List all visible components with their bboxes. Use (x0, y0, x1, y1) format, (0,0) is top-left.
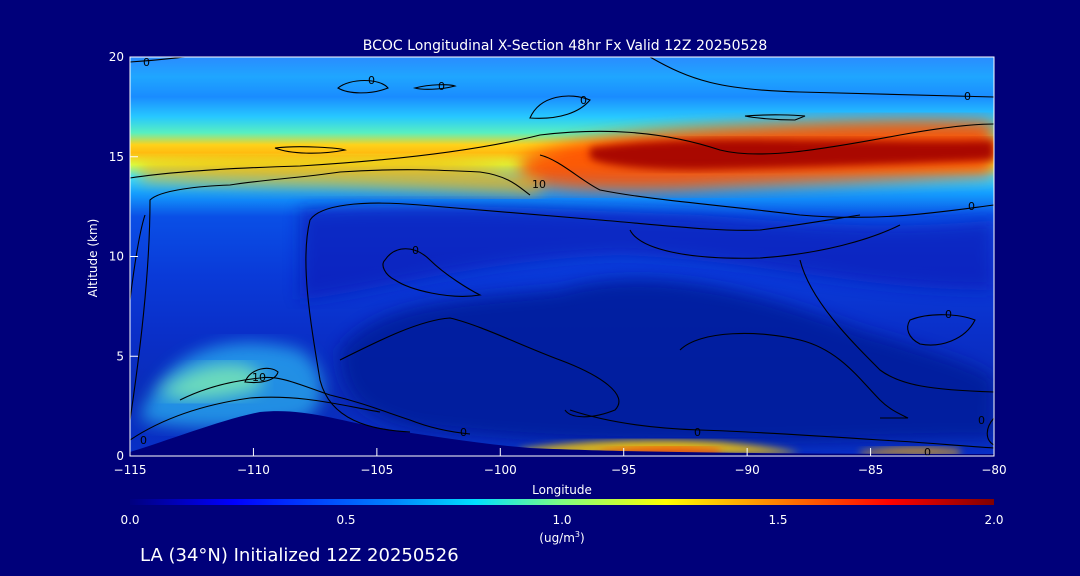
x-tick-label: −90 (734, 463, 759, 477)
y-tick-label: 5 (116, 349, 124, 363)
contour-label: 0 (140, 434, 147, 447)
contour-label: 10 (252, 371, 266, 384)
contour-label: 0 (143, 56, 150, 69)
colorbar-units-superscript: 3 (575, 530, 580, 539)
x-tick-label: −85 (858, 463, 883, 477)
low-concentration-region (340, 279, 994, 445)
chart-title: BCOC Longitudinal X-Section 48hr Fx Vali… (363, 38, 767, 54)
terrain (130, 411, 994, 456)
y-tick-label: 15 (109, 150, 124, 164)
contour-label-group: 0 0 0 0 0 0 0 0 0 0 10 10 0 0 0 (140, 56, 985, 459)
colorbar-units-text: (ug/m (539, 531, 575, 545)
colorbar-tick-label: 0.5 (336, 513, 355, 527)
y-axis: 0 5 10 15 20 (109, 50, 138, 463)
x-axis-label: Longitude (532, 483, 592, 497)
x-tick-label: −80 (981, 463, 1006, 477)
x-tick-label: −110 (237, 463, 270, 477)
colorbar (130, 499, 994, 505)
contour-label: 10 (532, 178, 546, 191)
y-tick-label: 10 (109, 250, 124, 264)
surface-plume-east (860, 447, 960, 455)
x-tick-label: −115 (114, 463, 147, 477)
plot-area: 0 0 0 0 0 0 0 0 0 0 10 10 0 0 0 (130, 56, 994, 459)
contour-label: 0 (978, 414, 985, 427)
colorbar-ticks: 0.0 0.5 1.0 1.5 2.0 (120, 513, 1003, 527)
x-tick-label: −100 (484, 463, 517, 477)
colorbar-tick-label: 1.5 (768, 513, 787, 527)
contour-label: 0 (438, 80, 445, 93)
contour-label: 0 (945, 308, 952, 321)
contour-label: 0 (460, 426, 467, 439)
contour-label: 0 (694, 426, 701, 439)
x-axis: −115 −110 −105 −100 −95 −90 −85 −80 (114, 448, 1007, 477)
mid-dark-region (300, 205, 994, 300)
y-tick-label: 0 (116, 449, 124, 463)
colorbar-units-close: ) (580, 531, 585, 545)
y-tick-label: 20 (109, 50, 124, 64)
contour-label: 0 (368, 74, 375, 87)
x-tick-label: −105 (360, 463, 393, 477)
contour-lines (130, 57, 994, 449)
upper-plume-max (590, 139, 994, 170)
init-caption: LA (34°N) Initialized 12Z 20250526 (140, 545, 459, 566)
contour-label: 0 (580, 94, 587, 107)
colorbar-units: (ug/m3) (539, 530, 584, 545)
contour-label: 0 (964, 90, 971, 103)
contour-label: 0 (412, 244, 419, 257)
colorbar-tick-label: 2.0 (984, 513, 1003, 527)
colorbar-tick-label: 1.0 (552, 513, 571, 527)
colorbar-tick-label: 0.0 (120, 513, 139, 527)
low-plume-halo (140, 342, 323, 428)
contour-label: 0 (968, 200, 975, 213)
contour-label: 0 (924, 446, 931, 459)
x-tick-label: −95 (611, 463, 636, 477)
y-axis-label: Altitude (km) (86, 219, 100, 298)
